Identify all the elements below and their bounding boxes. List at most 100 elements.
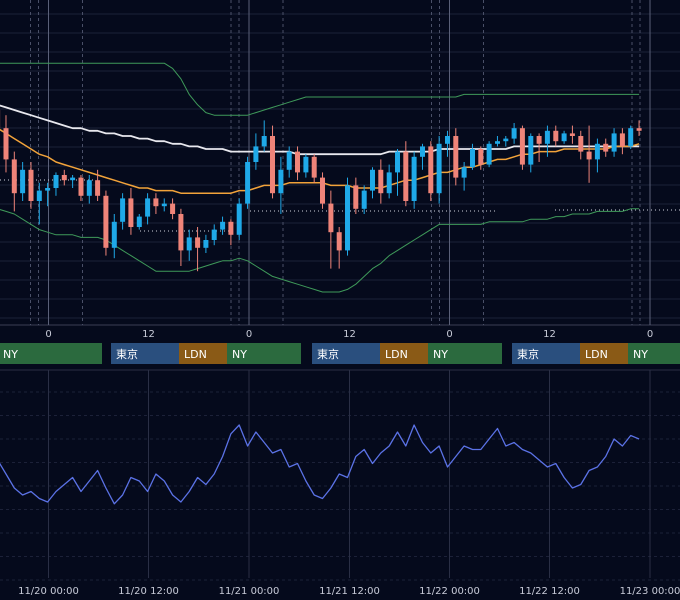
candle-body <box>353 185 359 209</box>
oscillator-panel <box>0 424 640 505</box>
candle-body <box>495 141 500 144</box>
session-tokyo-block <box>312 343 380 364</box>
candle-body <box>20 169 26 194</box>
candle-body <box>536 136 542 144</box>
candle-body <box>611 133 617 152</box>
candlesticks <box>0 110 642 272</box>
upper-hour-axis: 0 12 0 12 0 12 0 <box>45 329 653 340</box>
candle-body <box>436 143 442 194</box>
session-london-block <box>580 343 628 364</box>
x-axis-label: 11/20 00:00 <box>18 586 79 597</box>
candle-body <box>586 151 592 160</box>
candle-body <box>286 151 292 170</box>
candle-body <box>619 133 625 147</box>
candle-body <box>70 177 76 181</box>
candle-body <box>186 237 192 251</box>
hour-tick-label: 12 <box>142 329 155 340</box>
candle-body <box>211 229 217 240</box>
candle-body <box>128 198 134 227</box>
hour-tick-label: 0 <box>446 329 452 340</box>
candle-body <box>236 203 242 235</box>
candle-body <box>386 172 392 194</box>
session-london-label: LDN <box>184 348 207 361</box>
session-london-label: LDN <box>385 348 408 361</box>
bollinger-bands <box>0 62 640 293</box>
candle-body <box>511 128 517 139</box>
candle-body <box>486 143 492 165</box>
candle-body <box>161 203 167 207</box>
session-london-label: LDN <box>585 348 608 361</box>
candle-body <box>578 136 584 152</box>
x-axis-label: 11/22 00:00 <box>419 586 480 597</box>
candle-body <box>420 146 425 157</box>
candle-body <box>519 128 525 165</box>
candle-body <box>370 169 375 191</box>
hour-tick-label: 0 <box>246 329 252 340</box>
session-ny-block <box>0 343 102 364</box>
candle-body <box>78 177 84 196</box>
session-tokyo-label: 東京 <box>116 347 138 361</box>
candle-body <box>170 203 176 214</box>
candle-body <box>11 159 17 194</box>
candle-body <box>328 203 334 233</box>
candle-body <box>245 162 251 204</box>
candle-body <box>86 180 92 196</box>
candle-body <box>320 177 325 204</box>
session-tokyo-block <box>111 343 179 364</box>
x-axis-label: 11/22 12:00 <box>519 586 580 597</box>
candle-body <box>178 214 184 251</box>
candle-body <box>361 190 367 209</box>
session-tokyo-label: 東京 <box>317 347 339 361</box>
moving-average-short-line <box>0 128 640 194</box>
candle-body <box>145 198 151 217</box>
candle-body <box>61 175 67 181</box>
candle-body <box>411 156 417 201</box>
candle-body <box>428 146 434 194</box>
x-axis: 11/20 00:00 11/20 12:00 11/21 00:00 11/21 1… <box>18 586 680 597</box>
candle-body <box>503 138 509 142</box>
session-tokyo-block <box>512 343 580 364</box>
hour-tick-label: 0 <box>647 329 653 340</box>
candle-body <box>345 185 350 251</box>
candle-body <box>603 143 609 152</box>
candle-body <box>103 195 109 248</box>
candle-body <box>228 221 234 235</box>
candle-body <box>220 221 226 230</box>
candle-body <box>278 169 284 194</box>
candle-body <box>569 133 575 136</box>
candle-body <box>561 133 567 142</box>
candle-body <box>478 149 484 165</box>
candle-body <box>636 128 642 131</box>
candle-body <box>470 149 475 168</box>
session-bar: LDNNY東京LDNNY東京LDNNY東京LDNNY <box>0 343 680 364</box>
session-london-block <box>380 343 428 364</box>
session-ny-label: NY <box>3 348 18 361</box>
x-axis-label: 11/21 12:00 <box>319 586 380 597</box>
session-ny-label: NY <box>433 348 448 361</box>
candle-body <box>203 240 209 248</box>
candle-body <box>594 143 600 160</box>
x-axis-label: 11/21 00:00 <box>219 586 280 597</box>
candle-body <box>403 151 409 201</box>
hour-tick-label: 12 <box>343 329 356 340</box>
candle-body <box>295 151 300 173</box>
x-axis-label: 11/23 00:00 <box>620 586 680 597</box>
candle-body <box>53 175 59 188</box>
candle-body <box>303 156 309 173</box>
candle-body <box>153 198 159 207</box>
candle-body <box>528 136 534 165</box>
candle-body <box>453 136 459 178</box>
oscillator-line <box>0 424 640 505</box>
candle-body <box>395 151 400 173</box>
x-axis-label: 11/20 12:00 <box>118 586 179 597</box>
candle-body <box>311 156 317 178</box>
session-ny-label: NY <box>633 348 648 361</box>
candle-body <box>195 237 201 248</box>
candle-body <box>336 232 342 251</box>
candle-body <box>111 221 117 248</box>
candle-body <box>136 216 142 227</box>
candle-body <box>553 130 559 142</box>
session-ny-label: NY <box>232 348 247 361</box>
